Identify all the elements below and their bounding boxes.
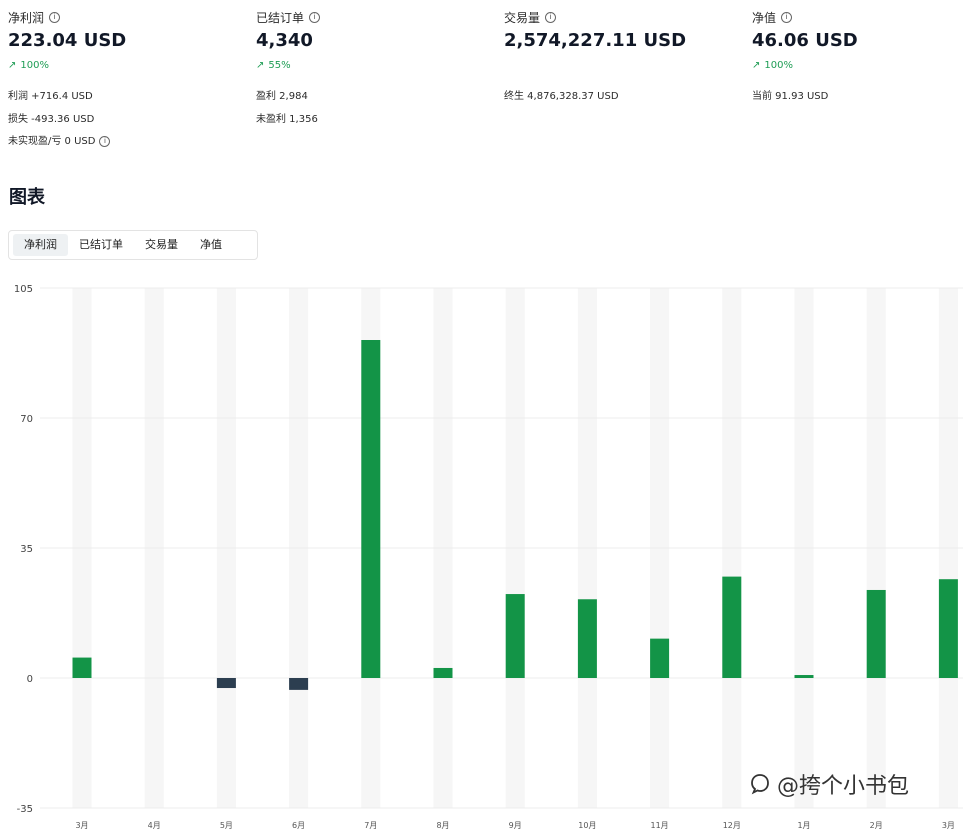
x-tick-label: 5月 — [220, 821, 233, 830]
stat-change: 100% — [20, 59, 49, 71]
tab-volume[interactable]: 交易量 — [145, 238, 178, 251]
stat-details-volume: 终生 4,876,328.37 USD — [504, 91, 744, 114]
stat-label: 净值 — [752, 10, 777, 25]
bar — [289, 678, 309, 690]
detail-lifetime: 终生 4,876,328.37 USD — [504, 91, 619, 102]
stat-label: 净利润 — [8, 10, 45, 25]
detail-unprofitable: 未盈利 1,356 — [256, 113, 318, 125]
y-tick-label: 70 — [20, 414, 33, 425]
stat-net-profit: 净利润 i 223.04 USD ↗ 100% — [8, 9, 248, 72]
tab-net-profit[interactable]: 净利润 — [13, 234, 68, 256]
detail-profitable: 盈利 2,984 — [256, 91, 308, 102]
x-tick-label: 12月 — [723, 821, 741, 830]
bar — [938, 579, 958, 678]
stat-details-equity: 当前 91.93 USD — [752, 91, 963, 114]
bar — [722, 576, 742, 678]
bar-chart: 105 70 35 0 -35 3月 4月 5月 6月 7月 8月 9月 10月 11月 12月 1月 2月 3月 — [14, 285, 963, 830]
bar — [72, 657, 92, 678]
stat-change: 100% — [764, 59, 793, 71]
bar — [866, 589, 886, 678]
stat-volume: 交易量 i 2,574,227.11 USD — [504, 9, 744, 52]
tab-equity[interactable]: 净值 — [200, 238, 222, 251]
stat-closed-orders: 已结订单 i 4,340 ↗ 55% — [256, 9, 496, 72]
x-tick-label: 3月 — [942, 821, 955, 830]
stat-change: 55% — [268, 59, 291, 71]
y-tick-label: 0 — [27, 674, 33, 685]
watermark: @挎个小书包 — [749, 768, 909, 800]
chart-tabs: 净利润 已结订单 交易量 净值 — [8, 230, 258, 260]
info-icon[interactable]: i — [99, 136, 111, 147]
stat-details-closed-orders: 盈利 2,984 未盈利 1,356 — [256, 91, 496, 136]
y-tick-label: 105 — [14, 285, 33, 295]
bar — [505, 594, 525, 678]
x-tick-label: 9月 — [509, 821, 522, 830]
y-tick-label: 35 — [20, 544, 33, 555]
bar — [650, 638, 670, 678]
x-tick-label: 7月 — [364, 821, 377, 830]
bar — [577, 599, 597, 678]
stat-details-net-profit: 利润 +716.4 USD 损失 -493.36 USD 未实现盈/亏 0 US… — [8, 91, 248, 159]
stat-value: 2,574,227.11 USD — [504, 30, 687, 51]
detail-loss: 损失 -493.36 USD — [8, 113, 95, 125]
arrow-up-right-icon: ↗ — [256, 59, 265, 71]
info-icon[interactable]: i — [49, 11, 61, 23]
info-icon[interactable]: i — [545, 11, 557, 23]
stat-label: 已结订单 — [256, 10, 305, 25]
arrow-up-right-icon: ↗ — [8, 59, 17, 71]
stat-value: 46.06 USD — [752, 30, 858, 51]
section-title: 图表 — [9, 187, 45, 208]
x-tick-label: 11月 — [651, 821, 669, 830]
detail-current: 当前 91.93 USD — [752, 91, 829, 102]
bar — [433, 667, 453, 678]
x-tick-label: 8月 — [436, 821, 449, 830]
bar — [361, 340, 381, 678]
x-tick-label: 4月 — [148, 821, 161, 830]
stat-label: 交易量 — [504, 10, 541, 25]
zhihu-icon — [751, 774, 769, 795]
x-tick-label: 2月 — [870, 821, 883, 830]
info-icon[interactable]: i — [309, 11, 321, 23]
stat-equity: 净值 i 46.06 USD ↗ 100% — [752, 9, 963, 72]
detail-unrealized: 未实现盈/亏 0 USD — [8, 136, 96, 147]
x-tick-label: 6月 — [292, 821, 305, 830]
bar — [216, 678, 236, 689]
x-tick-label: 3月 — [75, 821, 88, 830]
y-tick-label: -35 — [17, 804, 33, 815]
x-tick-label: 1月 — [797, 821, 810, 830]
stat-value: 223.04 USD — [8, 30, 127, 51]
bar — [794, 675, 814, 678]
tab-closed-orders[interactable]: 已结订单 — [79, 238, 123, 251]
detail-profit: 利润 +716.4 USD — [8, 91, 93, 102]
arrow-up-right-icon: ↗ — [752, 59, 761, 71]
x-tick-label: 10月 — [578, 821, 596, 830]
info-icon[interactable]: i — [781, 11, 793, 23]
watermark-text: @挎个小书包 — [777, 774, 910, 799]
stat-value: 4,340 — [256, 30, 313, 51]
